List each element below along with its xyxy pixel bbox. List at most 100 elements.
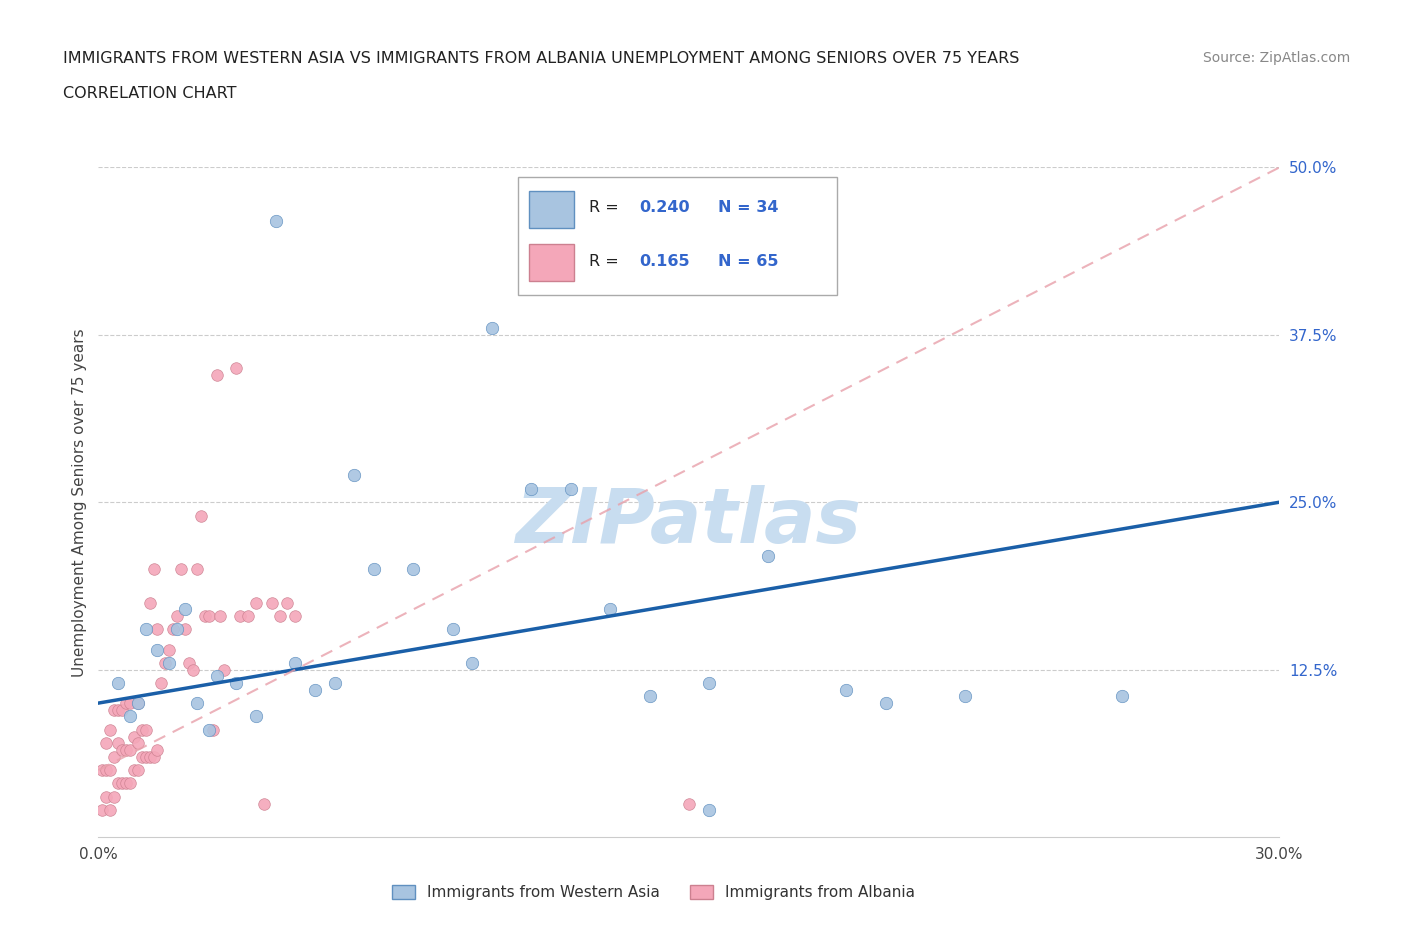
Point xyxy=(162,622,184,637)
Point xyxy=(115,696,138,711)
Text: N = 34: N = 34 xyxy=(718,200,779,215)
Point xyxy=(91,803,114,817)
Point xyxy=(103,750,125,764)
Point xyxy=(269,608,291,623)
Y-axis label: Unemployment Among Seniors over 75 years: Unemployment Among Seniors over 75 years xyxy=(72,328,87,676)
Point xyxy=(284,608,307,623)
Point xyxy=(953,689,976,704)
Point xyxy=(599,602,621,617)
Point xyxy=(155,656,177,671)
Point xyxy=(150,675,173,690)
Point xyxy=(697,803,720,817)
Point xyxy=(205,669,228,684)
Point xyxy=(197,608,219,623)
Point xyxy=(135,750,157,764)
Point xyxy=(103,702,125,717)
Point xyxy=(363,562,385,577)
Point xyxy=(127,696,149,711)
Point xyxy=(115,742,138,757)
Point xyxy=(122,729,145,744)
Point xyxy=(96,736,118,751)
Point xyxy=(253,796,276,811)
Point xyxy=(225,675,247,690)
Point xyxy=(174,602,197,617)
Point xyxy=(284,656,307,671)
Point xyxy=(520,482,543,497)
Point xyxy=(756,549,779,564)
Point xyxy=(122,763,145,777)
Point xyxy=(157,656,180,671)
Point xyxy=(142,750,165,764)
Point xyxy=(190,508,212,523)
Point xyxy=(560,482,582,497)
Point xyxy=(245,595,267,610)
Point xyxy=(107,702,129,717)
Point xyxy=(96,790,118,804)
Point xyxy=(1111,689,1133,704)
Point xyxy=(402,562,425,577)
Point xyxy=(127,763,149,777)
Point xyxy=(98,763,121,777)
FancyBboxPatch shape xyxy=(530,191,575,228)
Point xyxy=(146,742,169,757)
Point xyxy=(91,763,114,777)
Point xyxy=(276,595,298,610)
Point xyxy=(107,736,129,751)
Point xyxy=(118,709,141,724)
Point xyxy=(146,622,169,637)
Point xyxy=(157,642,180,657)
Point xyxy=(135,723,157,737)
Point xyxy=(138,750,160,764)
Point xyxy=(245,709,267,724)
Point xyxy=(115,776,138,790)
Point xyxy=(194,608,217,623)
Point xyxy=(118,776,141,790)
Text: N = 65: N = 65 xyxy=(718,254,779,269)
FancyBboxPatch shape xyxy=(530,245,575,281)
Text: Source: ZipAtlas.com: Source: ZipAtlas.com xyxy=(1202,51,1350,65)
Point xyxy=(181,662,204,677)
Point xyxy=(146,642,169,657)
Point xyxy=(96,763,118,777)
Point xyxy=(875,696,897,711)
Point xyxy=(127,696,149,711)
Legend: Immigrants from Western Asia, Immigrants from Albania: Immigrants from Western Asia, Immigrants… xyxy=(385,879,921,907)
FancyBboxPatch shape xyxy=(517,178,837,295)
Text: R =: R = xyxy=(589,254,619,269)
Point xyxy=(343,468,366,483)
Text: 0.240: 0.240 xyxy=(640,200,690,215)
Point xyxy=(127,736,149,751)
Point xyxy=(166,622,188,637)
Text: CORRELATION CHART: CORRELATION CHART xyxy=(63,86,236,100)
Point xyxy=(835,683,858,698)
Point xyxy=(111,776,134,790)
Point xyxy=(107,675,129,690)
Text: R =: R = xyxy=(589,200,619,215)
Text: 0.165: 0.165 xyxy=(640,254,690,269)
Point xyxy=(118,742,141,757)
Point xyxy=(170,562,193,577)
Point xyxy=(138,595,160,610)
Point xyxy=(111,702,134,717)
Point xyxy=(177,656,200,671)
Point xyxy=(142,562,165,577)
Point xyxy=(441,622,464,637)
Point xyxy=(214,662,236,677)
Point xyxy=(461,656,484,671)
Point xyxy=(205,367,228,382)
Point xyxy=(201,723,224,737)
Point xyxy=(264,214,287,229)
Point xyxy=(118,696,141,711)
Point xyxy=(131,723,153,737)
Point xyxy=(98,803,121,817)
Point xyxy=(197,723,219,737)
Point xyxy=(107,776,129,790)
Point xyxy=(135,622,157,637)
Point xyxy=(166,608,188,623)
Point xyxy=(229,608,252,623)
Point xyxy=(103,790,125,804)
Point xyxy=(638,689,661,704)
Point xyxy=(111,742,134,757)
Point xyxy=(678,796,700,811)
Point xyxy=(260,595,283,610)
